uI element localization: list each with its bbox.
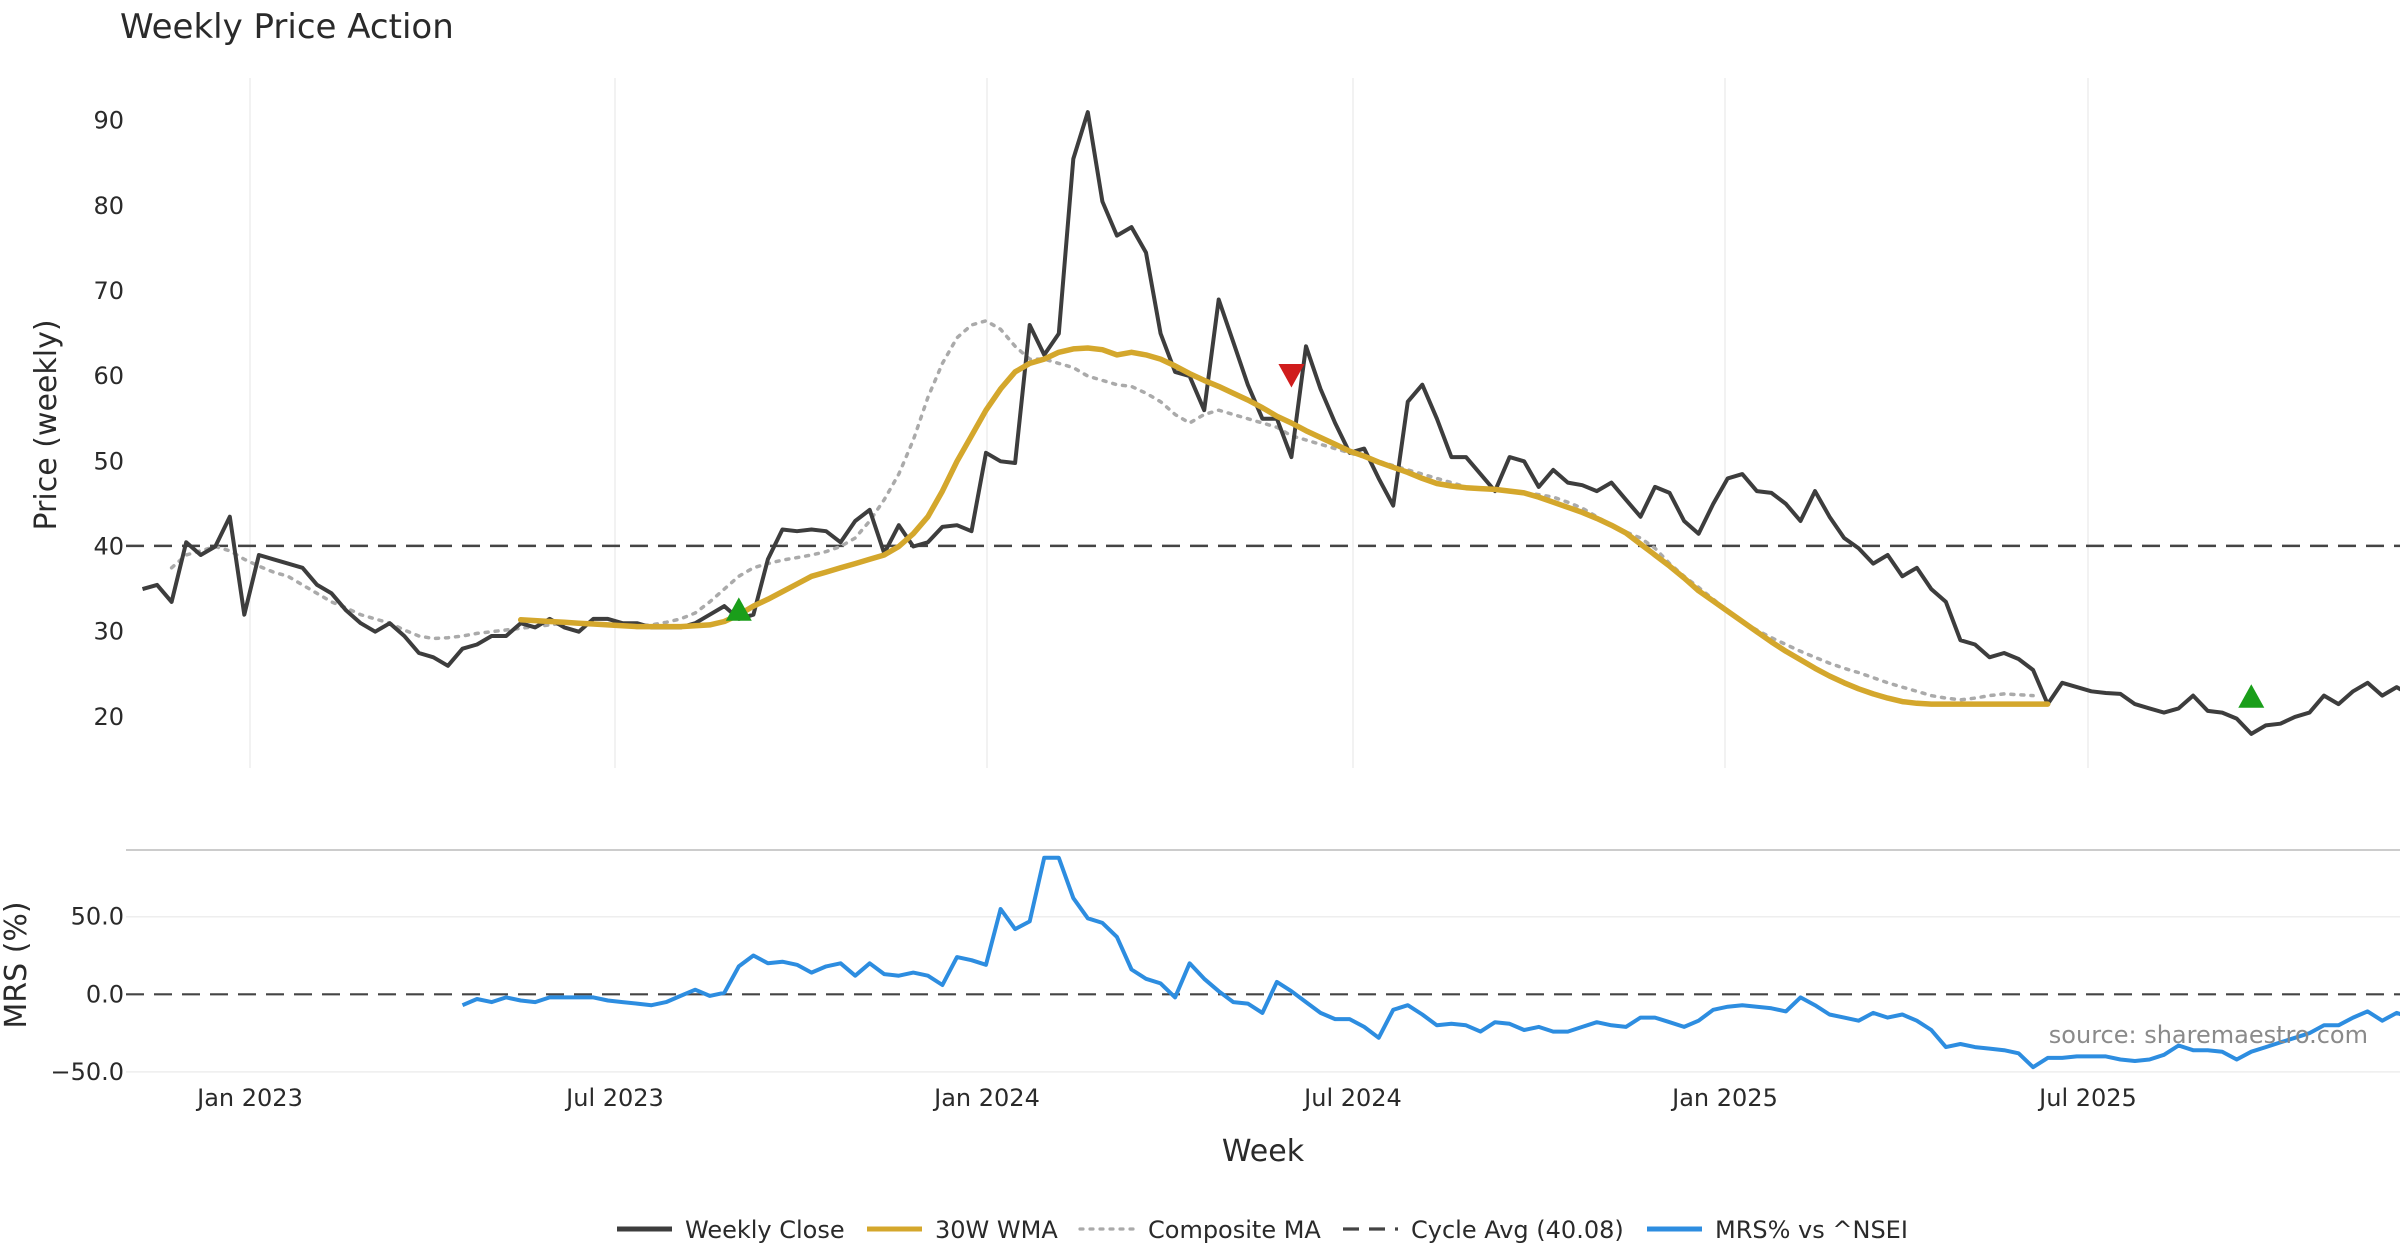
reference-lines	[126, 544, 2400, 996]
mrs-y-tick-label: 0.0	[86, 980, 124, 1008]
buy-signal-marker	[2238, 684, 2265, 708]
mrs-y-axis-ticks: 50.0 0.0 −50.0	[50, 903, 124, 1086]
weekly-close-line	[141, 110, 2400, 736]
x-axis-ticks: Jan 2023 Jul 2023 Jan 2024 Jul 2024 Jan 2025…	[195, 1084, 2137, 1112]
wma-30w-line	[517, 345, 2051, 707]
legend-label: Weekly Close	[685, 1216, 845, 1244]
legend-label: Composite MA	[1148, 1216, 1321, 1244]
x-tick-label: Jul 2023	[564, 1084, 664, 1112]
source-credit: source: sharemaestro.com	[2049, 1021, 2368, 1049]
signal-markers	[725, 364, 2265, 708]
series-layer	[141, 110, 2400, 1070]
price-y-tick-label: 40	[93, 533, 124, 561]
price-y-tick-label: 20	[93, 703, 124, 731]
price-y-tick-label: 60	[93, 362, 124, 390]
mrs-y-tick-label: 50.0	[71, 903, 124, 931]
legend-label: 30W WMA	[935, 1216, 1058, 1244]
price-y-axis-label: Price (weekly)	[29, 319, 64, 530]
x-axis-label: Week	[1222, 1134, 1305, 1169]
chart-title: Weekly Price Action	[120, 7, 454, 47]
price-y-tick-label: 50	[93, 447, 124, 475]
price-y-tick-label: 80	[93, 192, 124, 220]
composite-ma-line	[169, 319, 2035, 702]
price-y-tick-label: 90	[93, 107, 124, 135]
x-tick-label: Jul 2024	[1302, 1084, 1402, 1112]
x-tick-label: Jan 2024	[932, 1084, 1040, 1112]
grid-lines	[126, 78, 2400, 1073]
mrs-line	[461, 855, 2400, 1070]
mrs-y-axis-label: MRS (%)	[0, 901, 34, 1028]
buy-signal-marker	[725, 597, 752, 621]
x-tick-label: Jan 2023	[195, 1084, 303, 1112]
mrs-y-tick-label: −50.0	[50, 1058, 124, 1086]
x-tick-label: Jan 2025	[1670, 1084, 1778, 1112]
price-y-axis-ticks: 20 30 40 50 60 70 80 90	[93, 107, 124, 731]
price-y-tick-label: 30	[93, 618, 124, 646]
sell-signal-marker	[1278, 364, 1305, 388]
legend: Weekly Close 30W WMA Composite MA Cycle Avg…	[617, 1216, 1908, 1244]
x-tick-label: Jul 2025	[2037, 1084, 2137, 1112]
legend-label: Cycle Avg (40.08)	[1411, 1216, 1624, 1244]
price-y-tick-label: 70	[93, 277, 124, 305]
legend-label: MRS% vs ^NSEI	[1715, 1216, 1908, 1244]
